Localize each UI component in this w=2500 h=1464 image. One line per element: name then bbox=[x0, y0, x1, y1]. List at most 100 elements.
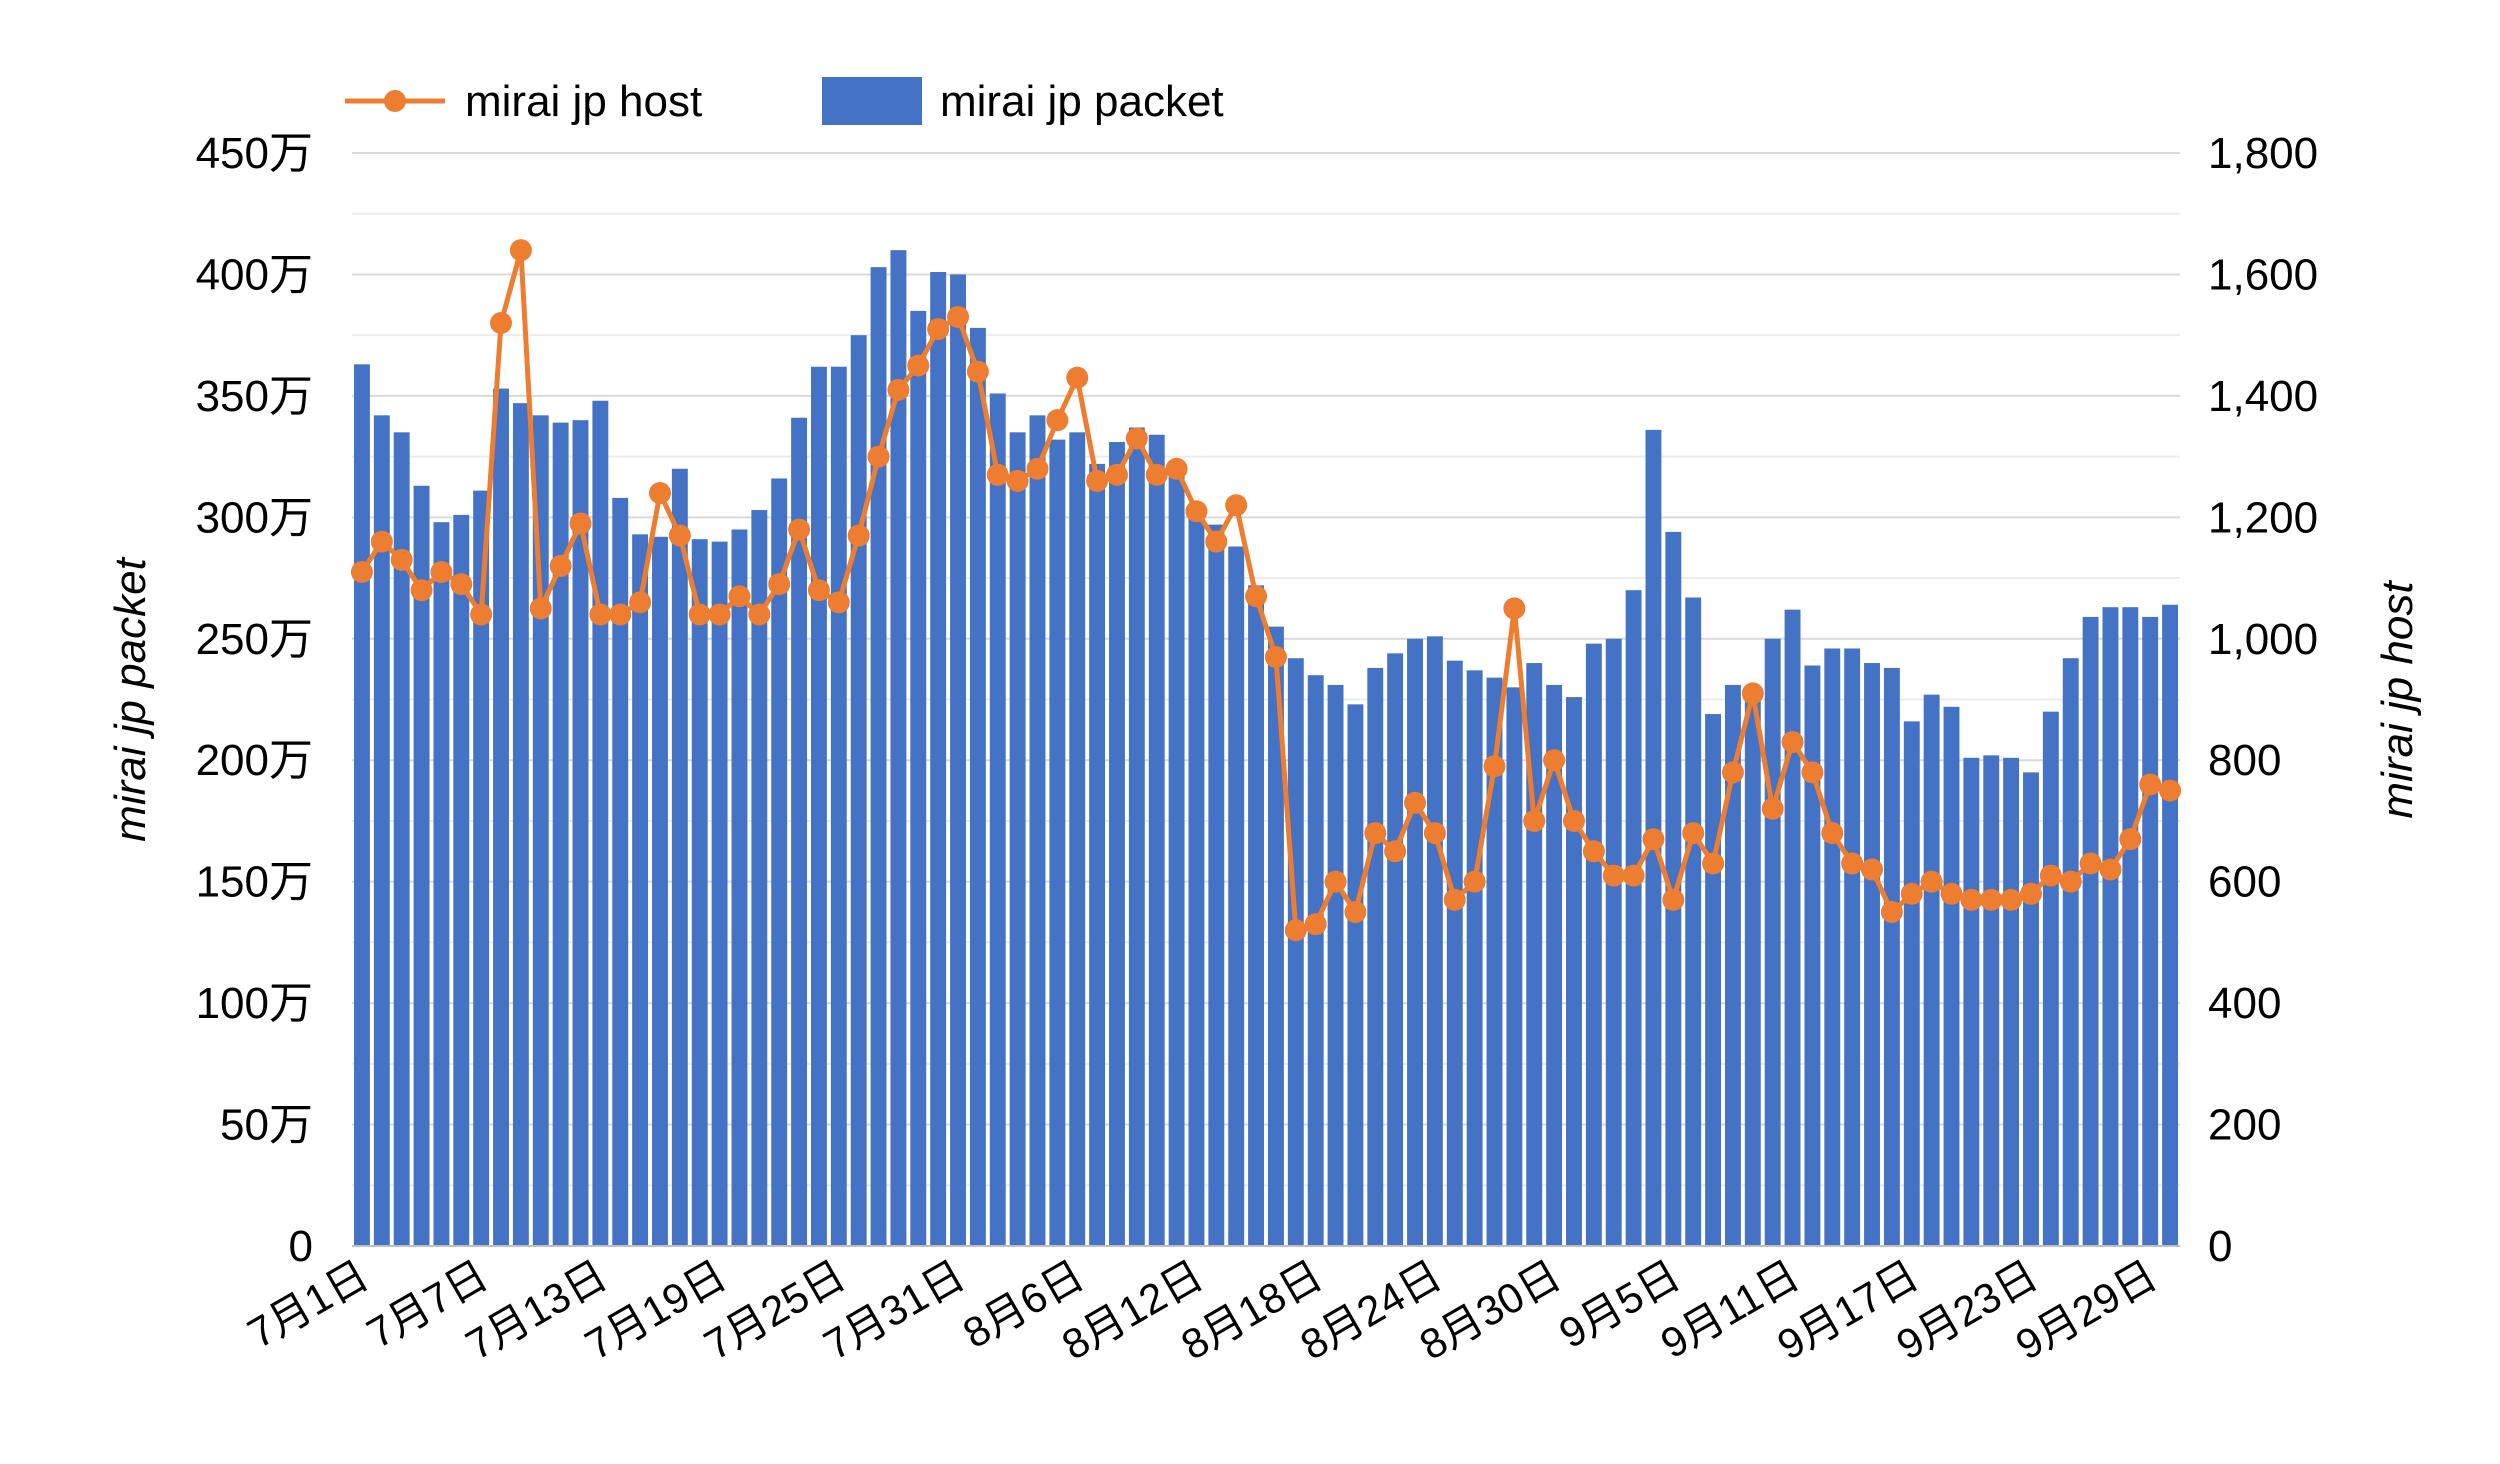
y-left-tick-label: 400万 bbox=[196, 250, 313, 299]
host-point bbox=[1543, 749, 1566, 772]
host-point bbox=[1463, 870, 1486, 893]
packet-bar bbox=[512, 403, 529, 1246]
host-point bbox=[569, 512, 592, 535]
packet-bar bbox=[612, 497, 629, 1246]
y-left-tick-label: 0 bbox=[289, 1222, 313, 1271]
packet-bar bbox=[1287, 658, 1304, 1246]
host-point bbox=[1960, 888, 1983, 911]
packet-bar bbox=[1307, 675, 1324, 1246]
packet-bar bbox=[810, 366, 827, 1246]
packet-bar bbox=[1963, 757, 1980, 1246]
packet-bar bbox=[850, 335, 867, 1246]
packet-bar bbox=[532, 415, 549, 1246]
y-axis-left-title: mirai jp packet bbox=[106, 556, 155, 841]
host-point bbox=[1821, 822, 1844, 845]
packet-bar bbox=[910, 310, 927, 1246]
packet-bar bbox=[870, 267, 887, 1246]
host-point bbox=[1364, 822, 1387, 845]
packet-bar bbox=[2162, 604, 2179, 1246]
host-point bbox=[1721, 761, 1744, 784]
packet-bar bbox=[1029, 415, 1046, 1246]
packet-bar bbox=[572, 420, 589, 1246]
y-left-tick-label: 50万 bbox=[220, 1101, 313, 1150]
host-point bbox=[1324, 870, 1347, 893]
y-right-tick-label: 800 bbox=[2208, 736, 2281, 785]
packet-bar bbox=[1387, 653, 1404, 1246]
host-point bbox=[2159, 779, 2182, 802]
host-point bbox=[430, 560, 453, 583]
host-point bbox=[1582, 840, 1605, 863]
packet-bar bbox=[1943, 706, 1960, 1246]
host-point bbox=[1006, 469, 1029, 492]
packet-bar bbox=[1685, 597, 1702, 1246]
host-point bbox=[728, 585, 751, 608]
host-point bbox=[907, 354, 930, 377]
host-point bbox=[1046, 409, 1069, 432]
host-point bbox=[490, 312, 513, 335]
y-right-tick-label: 1,600 bbox=[2208, 250, 2318, 299]
host-point bbox=[1205, 530, 1228, 553]
packet-bar bbox=[1327, 684, 1344, 1246]
host-point bbox=[648, 482, 671, 505]
packet-bar bbox=[1228, 546, 1245, 1246]
host-point bbox=[1443, 888, 1466, 911]
packet-bar bbox=[1208, 524, 1225, 1246]
y-right-tick-label: 0 bbox=[2208, 1222, 2232, 1271]
host-point bbox=[1761, 797, 1784, 820]
host-point bbox=[1622, 864, 1645, 887]
host-point bbox=[986, 463, 1009, 486]
host-point bbox=[1861, 858, 1884, 881]
packet-bar bbox=[1605, 638, 1622, 1246]
packet-bar bbox=[1625, 590, 1642, 1246]
packet-bar bbox=[2082, 616, 2099, 1246]
packet-bar bbox=[1724, 684, 1741, 1246]
host-point bbox=[1125, 427, 1148, 450]
host-point bbox=[1900, 882, 1923, 905]
host-point bbox=[1086, 469, 1109, 492]
packet-bar bbox=[950, 274, 966, 1246]
host-point bbox=[1940, 882, 1963, 905]
host-point bbox=[390, 548, 413, 571]
y-left-tick-label: 200万 bbox=[196, 736, 313, 785]
packet-bar bbox=[2023, 772, 2039, 1246]
host-point bbox=[807, 579, 830, 602]
packet-bar bbox=[413, 485, 430, 1246]
host-point bbox=[1264, 645, 1287, 668]
host-point bbox=[609, 603, 632, 626]
host-point bbox=[1602, 864, 1625, 887]
host-point bbox=[1920, 870, 1943, 893]
y-right-tick-label: 1,400 bbox=[2208, 372, 2318, 421]
host-point bbox=[589, 603, 612, 626]
packet-bar bbox=[1883, 667, 1900, 1246]
packet-bar bbox=[1486, 677, 1503, 1246]
host-point bbox=[1503, 597, 1526, 620]
y-left-tick-label: 100万 bbox=[196, 979, 313, 1028]
y-right-tick-label: 1,800 bbox=[2208, 129, 2318, 178]
packet-bar bbox=[1109, 442, 1125, 1246]
host-point bbox=[1642, 828, 1665, 851]
packet-bar bbox=[890, 250, 907, 1246]
packet-bar bbox=[1566, 697, 1582, 1246]
packet-bar bbox=[1267, 626, 1284, 1246]
host-point bbox=[2139, 773, 2162, 796]
y-right-tick-label: 600 bbox=[2208, 858, 2281, 907]
packet-bar bbox=[552, 422, 569, 1246]
packet-bar bbox=[1983, 755, 2000, 1246]
packet-bar bbox=[632, 534, 649, 1246]
packet-bar bbox=[2122, 607, 2139, 1246]
host-point bbox=[1344, 901, 1367, 924]
host-point bbox=[2000, 888, 2023, 911]
legend-host-marker-icon bbox=[384, 90, 406, 112]
host-point bbox=[966, 360, 989, 383]
packet-bar bbox=[1705, 714, 1722, 1246]
packet-bar bbox=[1168, 473, 1185, 1246]
y-left-tick-label: 350万 bbox=[196, 372, 313, 421]
host-point bbox=[1185, 500, 1208, 523]
y-axis-right-title: mirai jp host bbox=[2373, 580, 2422, 819]
packet-bar bbox=[711, 541, 728, 1246]
packet-bar bbox=[1009, 432, 1026, 1246]
packet-bar bbox=[731, 529, 748, 1246]
packet-bar bbox=[751, 510, 768, 1246]
packet-bar bbox=[830, 366, 847, 1246]
